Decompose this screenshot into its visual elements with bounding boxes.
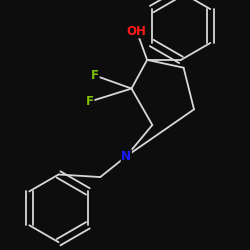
Text: F: F [91,69,99,82]
Text: F: F [86,95,94,108]
Text: OH: OH [127,25,147,38]
Text: N: N [121,150,131,163]
